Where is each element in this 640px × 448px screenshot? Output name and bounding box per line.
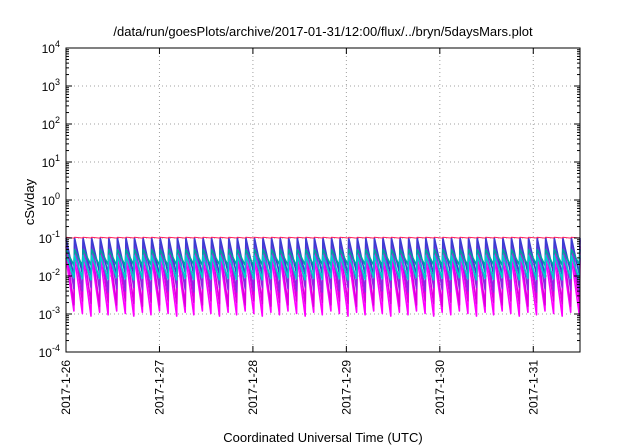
x-tick-label: 2017-1-27 <box>152 360 166 415</box>
y-tick-label: 10-2 <box>39 267 60 284</box>
series-line <box>65 237 581 278</box>
y-tick-label: 101 <box>42 153 60 170</box>
series-line <box>65 236 581 239</box>
y-tick-label: 10-1 <box>39 229 60 246</box>
y-tick-label: 10-3 <box>39 305 60 322</box>
x-tick-label: 2017-1-28 <box>246 360 260 415</box>
x-tick-label: 2017-1-29 <box>339 360 353 415</box>
series-group <box>65 236 581 317</box>
series-line <box>65 248 581 267</box>
y-tick-label: 104 <box>42 39 60 56</box>
y-axis-label: cSv/day <box>22 178 37 225</box>
x-tick-label: 2017-1-30 <box>433 360 447 415</box>
x-axis-label: Coordinated Universal Time (UTC) <box>223 430 422 445</box>
y-tick-label: 100 <box>42 191 60 208</box>
series-line <box>65 254 581 281</box>
y-tick-label: 103 <box>42 77 60 94</box>
chart-title: /data/run/goesPlots/archive/2017-01-31/1… <box>113 24 533 39</box>
y-tick-label: 102 <box>42 115 60 132</box>
axis-ticks: 10-4 10-3 10-2 10-1 100 101 102 103 104 2017-1-26… <box>39 39 580 415</box>
x-tick-label: 2017-1-31 <box>526 360 540 415</box>
x-tick-label: 2017-1-26 <box>59 360 73 415</box>
y-tick-label: 10-4 <box>39 343 60 360</box>
